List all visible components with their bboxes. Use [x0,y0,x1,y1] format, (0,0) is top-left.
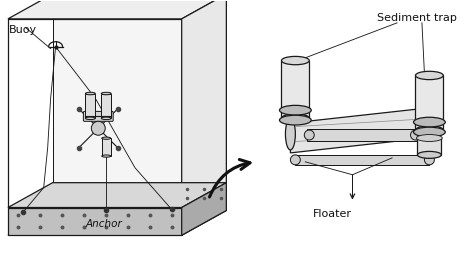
Polygon shape [8,207,182,235]
Ellipse shape [280,115,311,125]
Ellipse shape [417,135,442,142]
Ellipse shape [418,152,441,158]
Ellipse shape [304,130,314,140]
Ellipse shape [413,117,445,127]
Ellipse shape [280,105,311,115]
Ellipse shape [416,126,443,134]
Polygon shape [416,75,443,130]
Ellipse shape [416,71,443,79]
Text: Buoy: Buoy [9,25,37,35]
Ellipse shape [290,155,300,165]
Ellipse shape [286,118,295,150]
Ellipse shape [413,127,445,137]
Polygon shape [8,183,226,207]
FancyBboxPatch shape [83,111,113,121]
Polygon shape [102,138,111,156]
Polygon shape [418,138,441,155]
Polygon shape [101,94,111,118]
Polygon shape [85,94,96,118]
Polygon shape [53,0,226,183]
Text: Sediment trap: Sediment trap [377,13,457,23]
Ellipse shape [281,114,309,122]
Ellipse shape [102,137,111,139]
Ellipse shape [101,117,111,120]
Polygon shape [8,0,226,19]
Text: Floater: Floater [313,209,352,219]
Ellipse shape [101,92,111,95]
Polygon shape [281,61,309,118]
Ellipse shape [281,57,309,65]
Text: Anchor: Anchor [85,219,122,229]
Ellipse shape [102,155,111,157]
Polygon shape [295,155,429,165]
Ellipse shape [85,92,96,95]
Polygon shape [182,183,226,235]
Ellipse shape [85,117,96,120]
Ellipse shape [425,155,434,165]
Polygon shape [307,129,418,141]
Polygon shape [182,0,226,207]
Polygon shape [8,211,226,235]
Ellipse shape [429,112,439,140]
Polygon shape [290,107,434,153]
Ellipse shape [411,130,420,140]
Ellipse shape [91,121,105,135]
